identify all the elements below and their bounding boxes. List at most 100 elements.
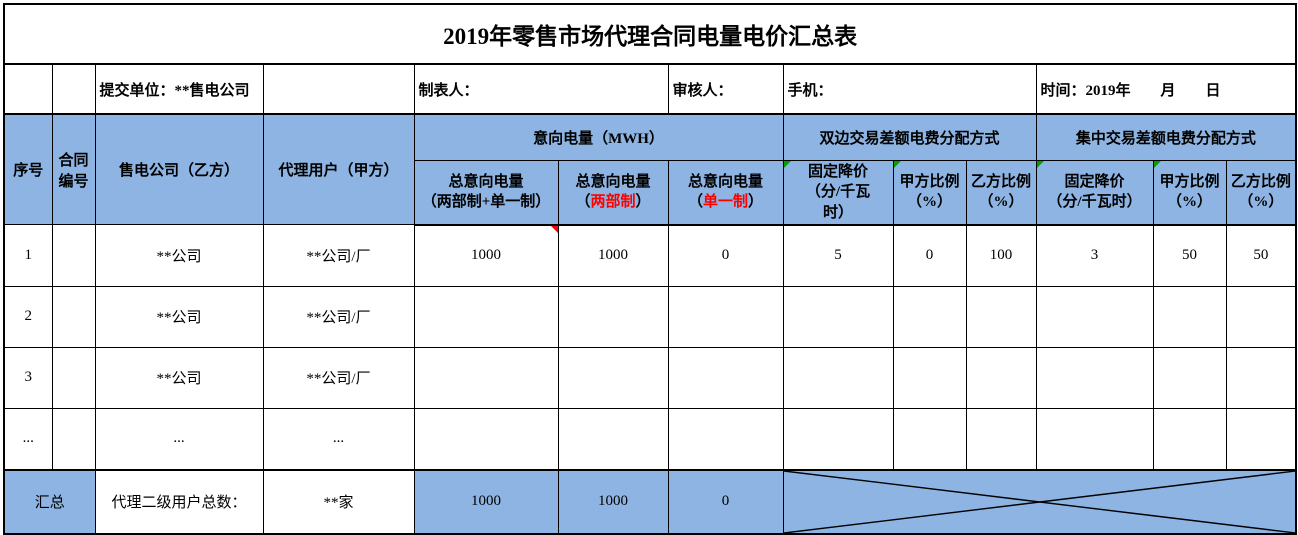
cell-fixed-discount-central[interactable] [1035, 285, 1154, 348]
header-seq[interactable]: 序号 [3, 113, 53, 226]
error-check-icon [1154, 161, 1161, 168]
cell-party-b-central[interactable] [1225, 285, 1297, 348]
cell-party-a-central[interactable]: 50 [1152, 224, 1227, 287]
cell-user[interactable]: **公司/厂 [262, 285, 415, 348]
cell-preparer[interactable]: 制表人： [413, 63, 669, 115]
subheader-party-a-central[interactable]: 甲方比例 （%） [1152, 159, 1227, 226]
cell-summary-label[interactable]: 汇总 [3, 468, 96, 535]
header-contract-no[interactable]: 合同 编号 [51, 113, 96, 226]
table-row: 3 **公司 **公司/厂 [3, 346, 1297, 409]
cell-party-a-bilateral[interactable]: 0 [892, 224, 967, 287]
error-check-icon [894, 161, 901, 168]
cell-fixed-discount-bilateral[interactable] [782, 285, 894, 348]
header-user[interactable]: 代理用户（甲方） [262, 113, 415, 226]
subheader-total-single[interactable]: 总意向电量 （单一制） [667, 159, 784, 226]
cell-total-two-part[interactable] [557, 407, 669, 471]
cell-total-single[interactable]: 0 [667, 224, 784, 287]
cell-fixed-discount-bilateral[interactable]: 5 [782, 224, 894, 287]
cell-sum-total-both[interactable]: 1000 [413, 468, 559, 535]
cell-total-single[interactable] [667, 346, 784, 409]
subheader-red-text: 单一制 [702, 194, 748, 211]
cell-time[interactable]: 时间：2019年 月 日 [1035, 63, 1297, 115]
cell-party-a-bilateral[interactable] [892, 346, 967, 409]
cell-total-two-part[interactable] [557, 285, 669, 348]
cell-seq[interactable]: ... [3, 407, 53, 471]
error-check-icon [1037, 161, 1044, 168]
cell-seller[interactable]: ... [94, 407, 264, 471]
cell-seller[interactable]: **公司 [94, 285, 264, 348]
cell-party-b-bilateral[interactable] [965, 346, 1037, 409]
cell-total-single[interactable] [667, 285, 784, 348]
subheader-text: 固定降价 （分/千瓦 时） [805, 164, 871, 221]
subheader-text: 总意向电量 （ [575, 174, 651, 211]
cell-party-b-central[interactable]: 50 [1225, 224, 1297, 287]
cell-seller[interactable]: **公司 [94, 346, 264, 409]
cell-party-a-bilateral[interactable] [892, 407, 967, 471]
cell-fixed-discount-bilateral[interactable] [782, 346, 894, 409]
header-seller[interactable]: 售电公司（乙方） [94, 113, 264, 226]
cell-mobile[interactable]: 手机： [782, 63, 1037, 115]
cell-contract-no[interactable] [51, 285, 96, 348]
header-central-group[interactable]: 集中交易差额电费分配方式 [1035, 113, 1297, 161]
cell-party-a-bilateral[interactable] [892, 285, 967, 348]
cell-total-both[interactable] [413, 285, 559, 348]
cell-total-both[interactable] [413, 346, 559, 409]
cell-party-b-central[interactable] [1225, 407, 1297, 471]
cell-info-blank-1[interactable] [3, 63, 53, 115]
cell-total-single[interactable] [667, 407, 784, 471]
subheader-red-text: 两部制 [590, 194, 636, 211]
cell-submit-unit[interactable]: 提交单位：**售电公司 [94, 63, 264, 115]
cell-fixed-discount-bilateral[interactable] [782, 407, 894, 471]
cell-fixed-discount-central[interactable]: 3 [1035, 224, 1154, 287]
error-check-icon [784, 161, 791, 168]
cell-party-a-central[interactable] [1152, 407, 1227, 471]
cell-info-blank-3[interactable] [262, 63, 415, 115]
subheader-total-both[interactable]: 总意向电量 （两部制+单一制） [413, 159, 559, 226]
cell-contract-no[interactable] [51, 407, 96, 471]
cell-total-both[interactable]: 1000 [413, 224, 559, 287]
crossed-out-cell[interactable] [782, 468, 1297, 535]
cell-party-b-bilateral[interactable]: 100 [965, 224, 1037, 287]
subheader-party-b-central[interactable]: 乙方比例 （%） [1225, 159, 1297, 226]
summary-row: 汇总 代理二级用户总数： **家 1000 1000 0 [3, 468, 1297, 535]
header-intent-group[interactable]: 意向电量（MWH） [413, 113, 784, 161]
cell-party-b-bilateral[interactable] [965, 407, 1037, 471]
cell-user[interactable]: ... [262, 407, 415, 471]
cell-user[interactable]: **公司/厂 [262, 346, 415, 409]
cell-seq[interactable]: 1 [3, 224, 53, 287]
table-row: ... ... ... [3, 407, 1297, 471]
subheader-party-a-bilateral[interactable]: 甲方比例 （%） [892, 159, 967, 226]
cell-seller[interactable]: **公司 [94, 224, 264, 287]
subheader-fixed-discount-bilateral[interactable]: 固定降价 （分/千瓦 时） [782, 159, 894, 226]
cell-agent-total-label[interactable]: 代理二级用户总数： [94, 468, 264, 535]
cell-party-a-central[interactable] [1152, 285, 1227, 348]
cell-seq[interactable]: 2 [3, 285, 53, 348]
cell-party-b-bilateral[interactable] [965, 285, 1037, 348]
subheader-fixed-discount-central[interactable]: 固定降价 （分/千瓦时） [1035, 159, 1154, 226]
summary-table: 2019年零售市场代理合同电量电价汇总表 提交单位：**售电公司 制表人： 审核… [3, 3, 1298, 535]
cell-contract-no[interactable] [51, 224, 96, 287]
subheader-total-two-part[interactable]: 总意向电量 （两部制） [557, 159, 669, 226]
header-bilateral-group[interactable]: 双边交易差额电费分配方式 [782, 113, 1037, 161]
cell-party-b-central[interactable] [1225, 346, 1297, 409]
cell-sum-total-single[interactable]: 0 [667, 468, 784, 535]
cell-total-two-part[interactable] [557, 346, 669, 409]
cell-user[interactable]: **公司/厂 [262, 224, 415, 287]
cell-total-both[interactable] [413, 407, 559, 471]
cell-fixed-discount-central[interactable] [1035, 346, 1154, 409]
subheader-text: 总意向电量 （ [687, 174, 763, 211]
cell-contract-no[interactable] [51, 346, 96, 409]
cell-sum-total-two-part[interactable]: 1000 [557, 468, 669, 535]
cell-seq[interactable]: 3 [3, 346, 53, 409]
cell-agent-total-value[interactable]: **家 [262, 468, 415, 535]
cell-party-a-central[interactable] [1152, 346, 1227, 409]
cell-total-two-part[interactable]: 1000 [557, 224, 669, 287]
subheader-text: ） [635, 194, 651, 211]
subheader-text: ） [748, 194, 764, 211]
cell-fixed-discount-central[interactable] [1035, 407, 1154, 471]
cell-reviewer[interactable]: 审核人： [667, 63, 784, 115]
subheader-party-b-bilateral[interactable]: 乙方比例 （%） [965, 159, 1037, 226]
sheet-title[interactable]: 2019年零售市场代理合同电量电价汇总表 [3, 3, 1297, 65]
cell-info-blank-2[interactable] [51, 63, 96, 115]
